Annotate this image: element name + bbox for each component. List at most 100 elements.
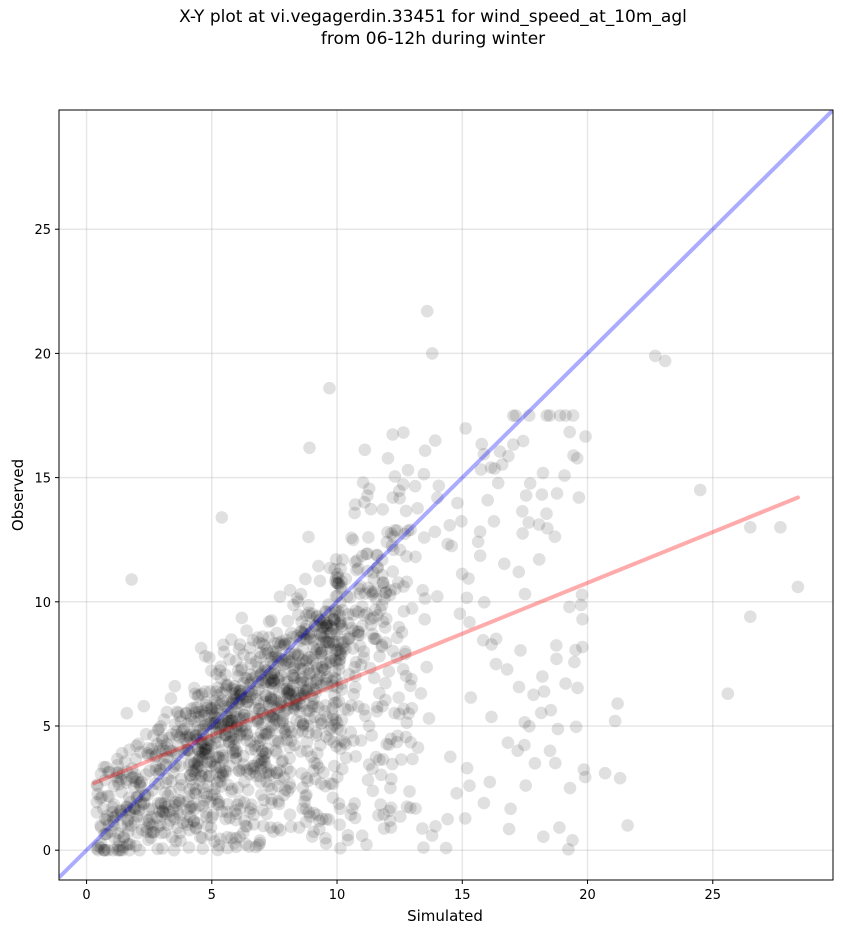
data-point	[188, 681, 201, 695]
data-point	[374, 798, 387, 811]
data-point	[373, 686, 386, 700]
data-point	[195, 764, 208, 778]
data-point	[295, 625, 309, 638]
data-point	[210, 776, 224, 789]
data-point	[138, 789, 152, 802]
y-tick-label: 5	[43, 720, 51, 735]
data-point	[259, 760, 273, 773]
data-point	[613, 771, 627, 785]
data-point	[214, 775, 227, 788]
data-point	[152, 820, 165, 834]
data-point	[334, 642, 348, 656]
data-point	[220, 716, 233, 730]
data-point	[302, 806, 316, 819]
data-point	[293, 656, 306, 670]
data-point	[282, 684, 296, 698]
data-point	[229, 725, 243, 738]
data-point	[155, 826, 168, 840]
chart-title-line2: from 06-12h during winter	[320, 29, 546, 49]
data-point	[263, 705, 277, 719]
data-point	[107, 810, 120, 824]
data-point	[213, 664, 227, 677]
data-point	[444, 750, 457, 764]
data-point	[314, 738, 327, 752]
data-point	[366, 627, 379, 641]
data-point	[165, 744, 178, 758]
data-point	[255, 673, 269, 687]
data-point	[197, 794, 211, 807]
data-point	[169, 799, 182, 812]
data-point	[153, 744, 166, 758]
data-point	[491, 476, 505, 490]
data-point	[233, 712, 246, 726]
data-point	[111, 774, 124, 788]
data-point	[150, 811, 164, 824]
data-point	[361, 773, 375, 787]
data-point	[382, 738, 396, 751]
data-point	[256, 744, 269, 758]
data-point	[339, 751, 353, 765]
data-point	[298, 795, 311, 808]
data-point	[234, 688, 247, 701]
data-point	[314, 646, 328, 660]
data-point	[127, 801, 140, 814]
data-point	[310, 642, 324, 656]
data-point	[336, 553, 350, 567]
data-point	[229, 752, 243, 765]
data-point	[196, 736, 209, 750]
data-point	[214, 766, 228, 779]
data-point	[333, 818, 347, 831]
data-point	[209, 760, 222, 773]
data-point	[161, 750, 174, 764]
data-point	[289, 694, 303, 707]
data-point	[239, 724, 253, 737]
data-point	[243, 678, 256, 691]
data-point	[239, 692, 252, 705]
data-point	[380, 612, 393, 626]
data-point	[114, 804, 127, 817]
data-point	[225, 717, 238, 731]
data-point	[173, 782, 186, 795]
data-point	[252, 636, 266, 649]
data-point	[266, 682, 280, 695]
data-point	[184, 756, 198, 769]
data-point	[358, 608, 371, 622]
data-point	[268, 650, 282, 664]
data-point	[791, 580, 805, 594]
data-point	[370, 705, 384, 718]
data-point	[259, 766, 273, 780]
data-point	[262, 726, 276, 739]
data-point	[474, 463, 488, 476]
data-point	[516, 527, 529, 540]
data-point	[333, 802, 347, 816]
data-point	[279, 633, 293, 647]
data-point	[133, 776, 146, 790]
data-point	[549, 756, 562, 770]
data-point	[128, 780, 141, 794]
data-point	[300, 683, 313, 696]
data-point	[519, 779, 532, 792]
data-point	[277, 722, 291, 735]
data-point	[233, 764, 246, 778]
data-point	[176, 816, 190, 829]
data-point	[265, 676, 278, 689]
data-point	[390, 735, 404, 749]
data-point	[101, 843, 115, 857]
data-point	[154, 818, 167, 832]
data-point	[99, 827, 112, 841]
data-point	[332, 797, 346, 810]
data-point	[146, 784, 159, 797]
data-point	[576, 640, 589, 654]
data-point	[232, 764, 246, 777]
data-point	[400, 800, 414, 813]
data-point	[289, 658, 303, 672]
data-point	[216, 717, 230, 731]
data-point	[106, 815, 120, 828]
data-point	[228, 837, 241, 850]
data-point	[182, 729, 195, 743]
data-point	[284, 820, 298, 833]
data-point	[180, 730, 193, 743]
data-point	[183, 810, 197, 824]
data-point	[500, 663, 514, 676]
data-point	[267, 666, 280, 680]
